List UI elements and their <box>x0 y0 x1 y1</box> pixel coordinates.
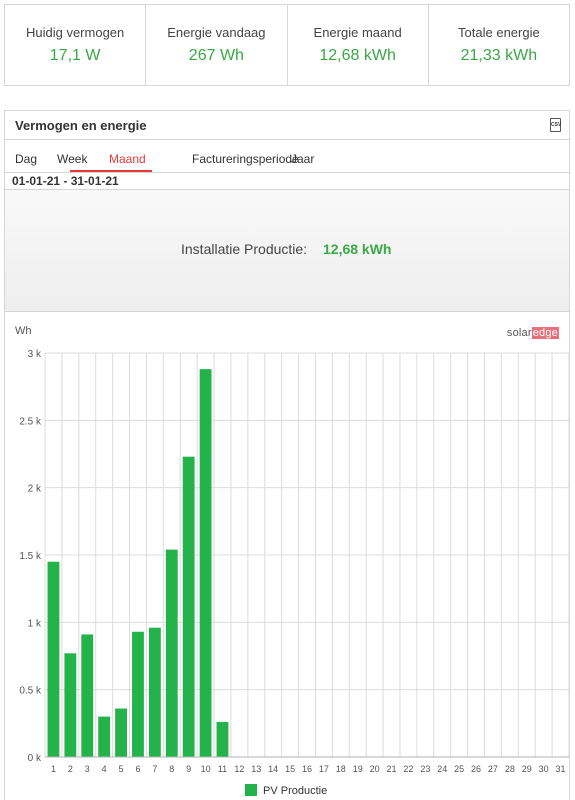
x-tick-label: 29 <box>522 764 532 774</box>
x-tick-label: 16 <box>302 764 312 774</box>
x-tick-label: 20 <box>370 764 380 774</box>
x-tick-label: 24 <box>437 764 447 774</box>
y-axis-label: Wh <box>15 325 32 337</box>
legend-label: PV Productie <box>263 785 327 797</box>
bar-day-9 <box>182 456 195 757</box>
x-tick-label: 31 <box>556 764 566 774</box>
stat-value: 21,33 kWh <box>460 47 538 64</box>
stat-label: Totale energie <box>458 25 540 40</box>
bar-day-1 <box>47 561 60 757</box>
tab-week[interactable]: Week <box>57 152 88 166</box>
tab-year[interactable]: Jaar <box>291 152 315 166</box>
x-tick-label: 1 <box>51 764 56 774</box>
bar-day-11 <box>216 721 229 757</box>
x-tick-label: 2 <box>68 764 73 774</box>
x-tick-label: 13 <box>251 764 261 774</box>
stat-energy-month: Energie maand 12,68 kWh <box>288 5 429 85</box>
x-tick-label: 21 <box>387 764 397 774</box>
bar-day-6 <box>132 631 144 757</box>
x-tick-label: 23 <box>420 764 430 774</box>
x-tick-label: 15 <box>285 764 295 774</box>
y-tick-label: 1 k <box>28 618 42 629</box>
power-energy-panel: Vermogen en energie CSV Dag Week Maand F… <box>4 110 570 800</box>
y-tick-label: 2.5 k <box>19 416 42 427</box>
chart-area: solaredge Wh 0 k 0.5 k 1 k 1.5 k 2 k 2.5 k 3 k 1… <box>5 312 569 800</box>
tab-month[interactable]: Maand <box>109 152 146 166</box>
x-tick-label: 17 <box>319 764 329 774</box>
x-tick-label: 8 <box>169 764 174 774</box>
x-tick-label: 18 <box>336 764 346 774</box>
date-range: 01-01-21 - 31-01-21 <box>5 172 569 190</box>
x-tick-label: 6 <box>135 764 140 774</box>
stat-energy-today: Energie vandaag 267 Wh <box>146 5 288 85</box>
x-tick-label: 14 <box>268 764 278 774</box>
y-tick-label: 0 k <box>28 753 42 764</box>
x-tick-label: 11 <box>218 764 227 774</box>
x-tick-label: 12 <box>234 764 244 774</box>
x-tick-label: 7 <box>152 764 157 774</box>
tab-day[interactable]: Dag <box>15 152 38 166</box>
solaredge-logo: solaredge <box>506 327 559 339</box>
production-bar-chart: Wh0 k0.5 k1 k1.5 k2 k2.5 k3 k1 2 3 4 5 6 7 8 9 10… <box>15 325 569 797</box>
csv-download-icon[interactable]: CSV <box>550 118 561 132</box>
x-tick-label: 19 <box>353 764 363 774</box>
y-tick-label: 2 k <box>28 484 42 495</box>
stat-energy-total: Totale energie 21,33 kWh <box>429 5 569 85</box>
bar-day-4 <box>98 716 111 757</box>
x-tick-label: 26 <box>471 764 481 774</box>
bar-day-10 <box>199 369 212 757</box>
tab-billing-period[interactable]: Factureringsperiode <box>192 152 299 166</box>
bar-day-8 <box>165 549 178 757</box>
stats-bar: Huidig vermogen 17,1 W Energie vandaag 2… <box>4 4 570 86</box>
bar-day-2 <box>64 653 77 757</box>
legend-swatch <box>245 784 257 796</box>
y-tick-label: 3 k <box>28 349 42 360</box>
stat-label: Energie vandaag <box>167 25 266 40</box>
panel-header: Vermogen en energie CSV <box>5 111 569 140</box>
x-tick-label: 30 <box>539 764 549 774</box>
summary-label: Installatie Productie: <box>181 241 308 257</box>
stat-value: 267 Wh <box>188 47 244 64</box>
summary-value: 12,68 kWh <box>323 241 392 257</box>
x-tick-label: 5 <box>119 764 124 774</box>
y-tick-label: 0.5 k <box>19 686 42 697</box>
stat-label: Huidig vermogen <box>25 25 125 40</box>
x-tick-label: 25 <box>454 764 464 774</box>
x-tick-label: 10 <box>201 764 211 774</box>
stat-label: Energie maand <box>313 25 402 40</box>
y-tick-label: 1.5 k <box>19 551 42 562</box>
period-tabs: Dag Week Maand Factureringsperiode Jaar <box>5 140 569 172</box>
x-tick-label: 9 <box>186 764 191 774</box>
bar-day-3 <box>81 634 94 757</box>
summary-box: Installatie Productie: 12,68 kWh <box>5 190 569 312</box>
x-tick-label: 22 <box>403 764 413 774</box>
bar-day-5 <box>115 708 127 757</box>
stat-value: 12,68 kWh <box>319 47 396 64</box>
bar-day-7 <box>148 627 161 757</box>
x-tick-label: 4 <box>102 764 107 774</box>
active-tab-underline <box>70 170 152 172</box>
stat-current-power: Huidig vermogen 17,1 W <box>5 5 147 85</box>
panel-title: Vermogen en energie <box>15 118 147 133</box>
x-tick-label: 28 <box>505 764 515 774</box>
x-tick-label: 27 <box>488 764 498 774</box>
stat-value: 17,1 W <box>49 47 101 64</box>
x-tick-label: 3 <box>85 764 90 774</box>
